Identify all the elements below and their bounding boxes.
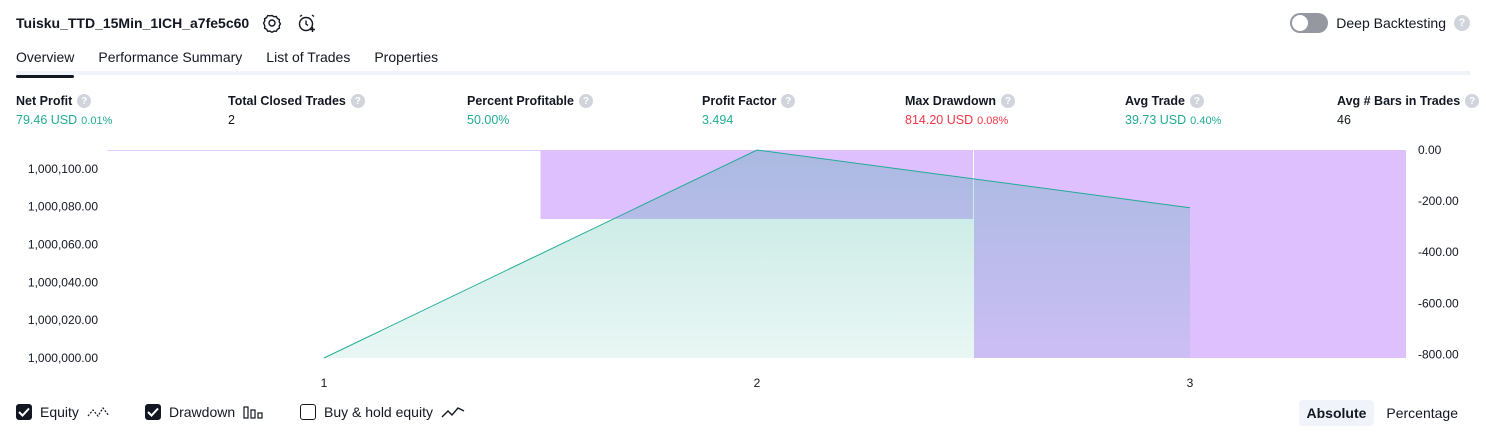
- drawdown-bars-icon: [243, 405, 265, 419]
- metric-max-drawdown: Max Drawdown? 814.20 USD 0.08%: [905, 94, 1015, 127]
- metric-value: 46: [1337, 113, 1351, 127]
- tab-bar: Overview Performance Summary List of Tra…: [16, 49, 438, 75]
- settings-icon[interactable]: [262, 13, 282, 33]
- help-icon[interactable]: ?: [351, 94, 365, 108]
- tab-overview[interactable]: Overview: [16, 49, 74, 75]
- deep-backtesting: Deep Backtesting ?: [1290, 13, 1470, 33]
- metric-percent: 0.40%: [1190, 115, 1221, 127]
- help-icon[interactable]: ?: [1465, 94, 1479, 108]
- left-axis-tick-label: 1,000,000.00: [28, 351, 98, 365]
- metric-value: 39.73 USD: [1125, 113, 1186, 127]
- metric-percent-profitable: Percent Profitable? 50.00%: [467, 94, 593, 127]
- drawdown-bar: [108, 150, 541, 151]
- buy-hold-checkbox[interactable]: [300, 404, 316, 420]
- tab-performance-summary[interactable]: Performance Summary: [98, 49, 242, 75]
- metric-label: Total Closed Trades: [228, 94, 346, 108]
- equity-toggle[interactable]: Equity: [16, 404, 111, 420]
- left-axis-tick-label: 1,000,020.00: [28, 313, 98, 327]
- metric-value: 50.00%: [467, 113, 509, 127]
- metric-label: Avg Trade: [1125, 94, 1185, 108]
- add-alert-icon[interactable]: [297, 13, 317, 33]
- buy-hold-label: Buy & hold equity: [324, 404, 433, 420]
- x-axis-tick-label: 1: [321, 376, 328, 390]
- metric-percent: 0.08%: [977, 115, 1008, 127]
- help-icon[interactable]: ?: [1190, 94, 1204, 108]
- buy-hold-line-icon: [441, 405, 465, 419]
- metric-value: 3.494: [702, 113, 733, 127]
- tab-properties[interactable]: Properties: [374, 49, 438, 75]
- equity-label: Equity: [40, 404, 79, 420]
- help-icon[interactable]: ?: [579, 94, 593, 108]
- help-icon[interactable]: ?: [781, 94, 795, 108]
- right-axis-tick-label: -400.00: [1418, 245, 1459, 259]
- right-axis-tick-label: -800.00: [1418, 347, 1459, 361]
- x-axis-tick-label: 2: [754, 376, 761, 390]
- equity-checkbox[interactable]: [16, 404, 32, 420]
- help-icon[interactable]: ?: [77, 94, 91, 108]
- deep-backtesting-label: Deep Backtesting: [1336, 15, 1446, 31]
- right-axis-tick-label: -600.00: [1418, 296, 1459, 310]
- left-axis-tick-label: 1,000,060.00: [28, 238, 98, 252]
- left-axis-tick-label: 1,000,040.00: [28, 275, 98, 289]
- drawdown-checkbox[interactable]: [145, 404, 161, 420]
- right-axis-tick-label: -200.00: [1418, 194, 1459, 208]
- metric-percent: 0.01%: [81, 115, 112, 127]
- percentage-button[interactable]: Percentage: [1378, 400, 1466, 426]
- right-axis-tick-label: 0.00: [1418, 143, 1442, 157]
- absolute-button[interactable]: Absolute: [1299, 400, 1375, 426]
- deep-backtesting-toggle[interactable]: [1290, 13, 1328, 33]
- metric-label: Net Profit: [16, 94, 72, 108]
- help-icon[interactable]: ?: [1001, 94, 1015, 108]
- metric-label: Percent Profitable: [467, 94, 574, 108]
- metric-label: Avg # Bars in Trades: [1337, 94, 1460, 108]
- metric-label: Profit Factor: [702, 94, 776, 108]
- strategy-title: Tuisku_TTD_15Min_1ICH_a7fe5c60: [16, 15, 249, 31]
- drawdown-label: Drawdown: [169, 404, 235, 420]
- metric-value: 2: [228, 113, 235, 127]
- metric-value: 79.46 USD: [16, 113, 77, 127]
- tab-list-of-trades[interactable]: List of Trades: [266, 49, 350, 75]
- metric-avg-bars-in-trades: Avg # Bars in Trades? 46: [1337, 94, 1479, 127]
- metric-net-profit: Net Profit? 79.46 USD 0.01%: [16, 94, 112, 127]
- equity-drawdown-chart: 1,000,100.00 1,000,080.00 1,000,060.00 1,00…: [0, 140, 1486, 395]
- buy-hold-toggle[interactable]: Buy & hold equity: [300, 404, 465, 420]
- left-axis-tick-label: 1,000,100.00: [28, 162, 98, 176]
- equity-line-icon: [87, 405, 111, 419]
- metric-label: Max Drawdown: [905, 94, 996, 108]
- drawdown-toggle[interactable]: Drawdown: [145, 404, 265, 420]
- x-axis-tick-label: 3: [1187, 376, 1194, 390]
- help-icon[interactable]: ?: [1454, 15, 1470, 31]
- metric-total-closed-trades: Total Closed Trades? 2: [228, 94, 365, 127]
- left-axis-tick-label: 1,000,080.00: [28, 200, 98, 214]
- metric-value: 814.20 USD: [905, 113, 973, 127]
- metric-profit-factor: Profit Factor? 3.494: [702, 94, 795, 127]
- metric-avg-trade: Avg Trade? 39.73 USD 0.40%: [1125, 94, 1221, 127]
- scale-mode-toggle: Absolute Percentage: [1299, 400, 1467, 426]
